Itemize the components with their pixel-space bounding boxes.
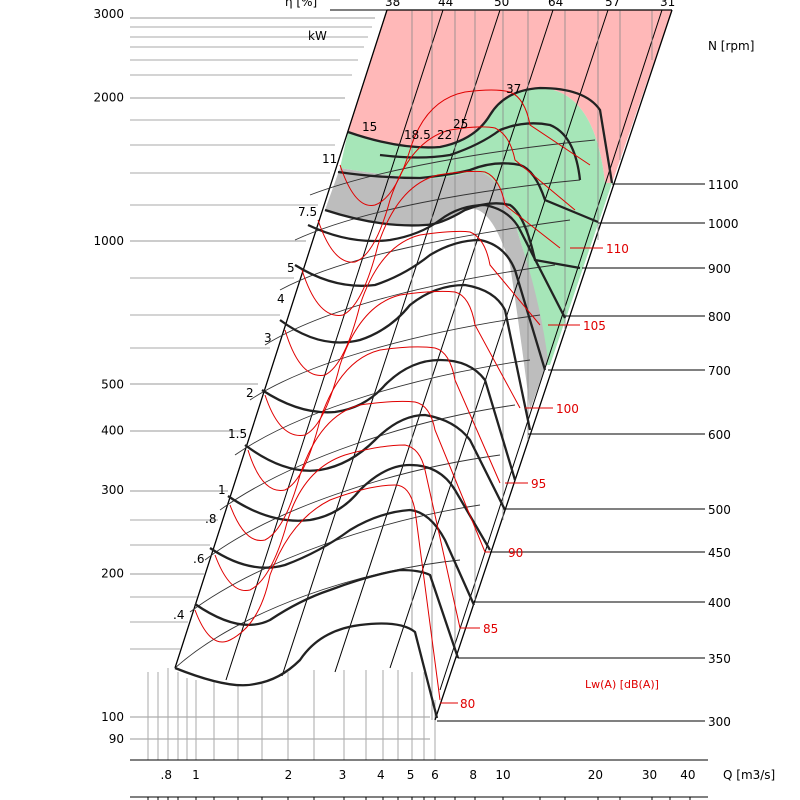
sound-label: 90 <box>508 546 523 560</box>
y-tick-label: 3000 <box>93 7 124 21</box>
x-axis-label: Q [m3/s] <box>723 768 775 782</box>
speed-label: 900 <box>708 262 731 276</box>
power-labels: kW 15 11 7.5 5 4 3 2 1.5 1 .8 .6 .4 18.5… <box>173 29 521 622</box>
bottom-grid <box>147 668 436 760</box>
speed-label: 1000 <box>708 217 739 231</box>
x-tick-label: 1 <box>192 768 200 782</box>
power-unit-label: kW <box>308 29 327 43</box>
power-label: 1 <box>218 483 226 497</box>
speed-leaders <box>437 183 705 722</box>
speed-labels: N [rpm] 1100 1000 900 800 700 600 500 45… <box>708 39 754 729</box>
x-tick-labels: .8 1 2 3 4 5 6 8 10 20 30 40 <box>161 768 696 782</box>
sound-label: 85 <box>483 622 498 636</box>
sound-label: 100 <box>556 402 579 416</box>
x-tick-label: 6 <box>431 768 439 782</box>
sound-level-curves <box>194 89 591 701</box>
y-tick-labels: 90 100 200 300 400 500 1000 2000 3000 <box>93 7 124 746</box>
sound-unit-label: Lw(A) [dB(A)] <box>585 678 659 691</box>
power-label: 22 <box>437 128 452 142</box>
power-label: 5 <box>287 261 295 275</box>
x-tick-label: 2 <box>285 768 293 782</box>
efficiency-header: η [%] 38 44 50 64 57 31 <box>285 0 675 11</box>
speed-label: 700 <box>708 364 731 378</box>
speed-label: 1100 <box>708 178 739 192</box>
y-tick-label: 400 <box>101 423 124 437</box>
x-tick-label: 40 <box>680 768 695 782</box>
x-tick-label: 3 <box>339 768 347 782</box>
x-tick-label: 30 <box>642 768 657 782</box>
efficiency-value-44: 44 <box>438 0 453 9</box>
x-axis <box>130 759 708 800</box>
x-tick-label: .8 <box>161 768 172 782</box>
grey-zone <box>325 168 548 410</box>
speed-label: 800 <box>708 310 731 324</box>
power-label: .6 <box>193 552 204 566</box>
power-label: 3 <box>264 331 272 345</box>
power-label: 7.5 <box>298 205 317 219</box>
y-tick-label: 100 <box>101 710 124 724</box>
speed-label: 500 <box>708 503 731 517</box>
x-tick-label: 5 <box>407 768 415 782</box>
efficiency-label: η [%] <box>285 0 317 9</box>
left-grid <box>130 17 430 740</box>
power-label: 37 <box>506 82 521 96</box>
power-label: .8 <box>205 512 216 526</box>
y-tick-label: 300 <box>101 483 124 497</box>
y-tick-label: 1000 <box>93 234 124 248</box>
power-label: 11 <box>322 152 337 166</box>
power-label: 25 <box>453 117 468 131</box>
y-tick-label: 2000 <box>93 91 124 105</box>
speed-label: 350 <box>708 652 731 666</box>
efficiency-value-50: 50 <box>494 0 509 9</box>
speed-label: 450 <box>708 546 731 560</box>
efficiency-value-64: 64 <box>548 0 563 9</box>
sound-label: 110 <box>606 242 629 256</box>
efficiency-value-57: 57 <box>605 0 620 9</box>
speed-axis-label: N [rpm] <box>708 39 754 53</box>
power-label: 2 <box>246 386 254 400</box>
power-label: 18.5 <box>404 128 431 142</box>
power-label: 1.5 <box>228 427 247 441</box>
y-tick-label: 90 <box>109 732 124 746</box>
inner-grid <box>411 10 653 720</box>
speed-label: 600 <box>708 428 731 442</box>
y-tick-label: 500 <box>101 377 124 391</box>
speed-curves <box>174 86 614 719</box>
efficiency-value-38: 38 <box>385 0 400 9</box>
x-tick-label: 4 <box>377 768 385 782</box>
efficiency-value-31: 31 <box>660 0 675 9</box>
speed-label: 300 <box>708 715 731 729</box>
sound-label: 80 <box>460 697 475 711</box>
y-tick-label: 200 <box>101 567 124 581</box>
power-lines <box>174 139 596 669</box>
x-tick-label: 8 <box>469 768 477 782</box>
power-label: 4 <box>277 292 285 306</box>
power-label: 15 <box>362 120 377 134</box>
sound-labels: 80 85 90 95 100 105 110 Lw(A) [dB(A)] <box>460 242 659 711</box>
power-label: .4 <box>173 608 184 622</box>
x-tick-label: 10 <box>495 768 510 782</box>
sound-label: 105 <box>583 319 606 333</box>
sound-label: 95 <box>531 477 546 491</box>
speed-label: 400 <box>708 596 731 610</box>
x-tick-label: 20 <box>588 768 603 782</box>
